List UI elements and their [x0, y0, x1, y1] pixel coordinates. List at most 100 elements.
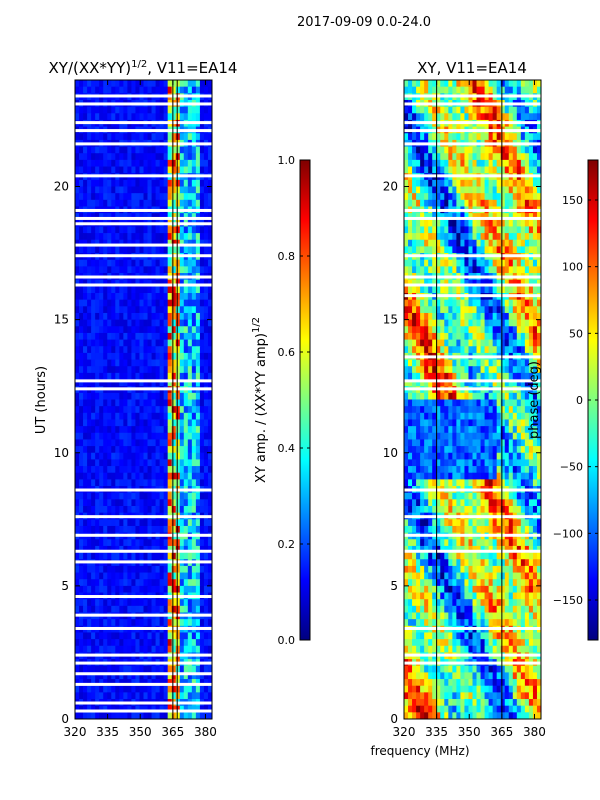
left-heatmap-cell — [183, 379, 189, 387]
right-heatmap-cell — [428, 366, 433, 374]
left-heatmap-cell — [111, 705, 116, 713]
left-heatmap-cell — [131, 672, 136, 680]
right-heatmap-cell — [404, 153, 409, 161]
right-heatmap-cell — [460, 372, 465, 380]
left-heatmap-cell — [87, 133, 92, 141]
left-heatmap-cell — [175, 153, 181, 161]
left-heatmap-cell — [151, 579, 156, 587]
right-heatmap-cell — [488, 246, 494, 254]
left-heatmap-cell — [75, 379, 80, 387]
left-heatmap-cell — [151, 492, 156, 500]
left-heatmap-cell — [171, 426, 177, 434]
left-heatmap-cell — [143, 233, 148, 241]
right-heatmap-cell — [464, 379, 469, 387]
left-heatmap-cell — [171, 392, 177, 400]
right-heatmap-cell — [472, 299, 477, 307]
right-heatmap-cell — [456, 166, 461, 174]
left-heatmap-cell — [155, 319, 161, 327]
left-heatmap-cell — [107, 259, 112, 267]
left-heatmap-cell — [203, 166, 209, 174]
left-heatmap-cell — [107, 332, 112, 340]
left-heatmap-cell — [147, 552, 152, 560]
left-heatmap-cell — [107, 639, 112, 647]
left-heatmap-cell — [83, 692, 88, 700]
left-heatmap-cell — [127, 665, 132, 673]
left-heatmap-cell — [159, 692, 165, 700]
left-heatmap-cell — [139, 632, 144, 640]
left-heatmap-cell — [103, 679, 108, 687]
left-heatmap-cell — [115, 692, 120, 700]
left-heatmap-cell — [163, 599, 169, 607]
left-heatmap-cell — [119, 306, 124, 314]
right-heatmap-cell — [468, 166, 473, 174]
left-heatmap-cell — [111, 545, 116, 553]
left-heatmap-cell — [147, 279, 152, 287]
right-heatmap-cell — [536, 239, 542, 247]
right-heatmap-cell — [532, 179, 538, 187]
right-heatmap-cell — [404, 346, 409, 354]
right-heatmap-cell — [496, 306, 502, 314]
left-heatmap-cell — [147, 565, 152, 573]
right-heatmap-cell — [484, 80, 490, 88]
left-heatmap-cell — [203, 193, 209, 201]
left-heatmap-cell — [75, 312, 80, 321]
left-heatmap-cell — [135, 319, 140, 327]
left-heatmap-cell — [159, 492, 165, 500]
right-heatmap-cell — [512, 199, 518, 207]
left-heatmap-cell — [187, 545, 193, 553]
right-heatmap-cell — [500, 266, 506, 274]
left-heatmap-cell — [83, 579, 88, 587]
left-heatmap-cell — [79, 479, 84, 487]
left-heatmap-cell — [179, 146, 185, 154]
right-heatmap-cell — [416, 299, 421, 307]
right-heatmap-cell — [416, 213, 421, 221]
left-heatmap-cell — [107, 432, 112, 440]
left-heatmap-cell — [79, 179, 84, 187]
left-heatmap-cell — [191, 672, 197, 680]
right-heatmap-cell — [536, 113, 542, 121]
right-heatmap-cell — [408, 279, 413, 287]
right-heatmap-cell — [452, 193, 457, 201]
left-heatmap-cell — [95, 146, 100, 154]
left-heatmap-cell — [79, 492, 84, 500]
left-heatmap-cell — [131, 332, 136, 340]
left-heatmap-cell — [159, 233, 165, 241]
left-heatmap-cell — [111, 619, 116, 627]
right-heatmap-cell — [536, 233, 542, 241]
left-heatmap-cell — [159, 326, 165, 334]
left-heatmap-cell — [131, 506, 136, 514]
left-heatmap-cell — [115, 452, 120, 460]
left-heatmap-cell — [143, 692, 148, 700]
left-heatmap-cell — [207, 246, 213, 254]
left-flagged-row — [75, 243, 212, 247]
right-heatmap-cell — [512, 213, 518, 221]
left-heatmap-cell — [183, 299, 189, 307]
left-heatmap-cell — [111, 492, 116, 500]
right-heatmap-cell — [428, 379, 433, 387]
left-heatmap-cell — [155, 492, 161, 500]
right-heatmap-cell — [504, 359, 510, 367]
left-heatmap-cell — [103, 665, 108, 673]
left-heatmap-cell — [159, 339, 165, 347]
left-heatmap-cell — [195, 399, 201, 407]
right-heatmap-cell — [464, 319, 469, 327]
left-heatmap-cell — [111, 339, 116, 347]
right-heatmap-cell — [456, 319, 461, 327]
left-heatmap-cell — [123, 565, 128, 573]
left-heatmap-cell — [79, 379, 84, 387]
right-heatmap-cell — [448, 306, 453, 314]
right-heatmap-cell — [456, 332, 461, 340]
left-heatmap-cell — [171, 312, 177, 321]
left-heatmap-cell — [115, 346, 120, 354]
left-heatmap-cell — [187, 479, 193, 487]
left-heatmap-cell — [179, 319, 185, 327]
right-heatmap-cell — [424, 199, 429, 207]
left-heatmap-cell — [95, 439, 100, 447]
left-heatmap-cell — [171, 539, 177, 547]
right-heatmap-cell — [496, 133, 502, 141]
left-heatmap-cell — [135, 506, 140, 514]
right-heatmap-cell — [500, 259, 506, 267]
right-heatmap-cell — [412, 199, 417, 207]
left-heatmap-cell — [123, 419, 128, 427]
left-heatmap-cell — [167, 159, 173, 167]
